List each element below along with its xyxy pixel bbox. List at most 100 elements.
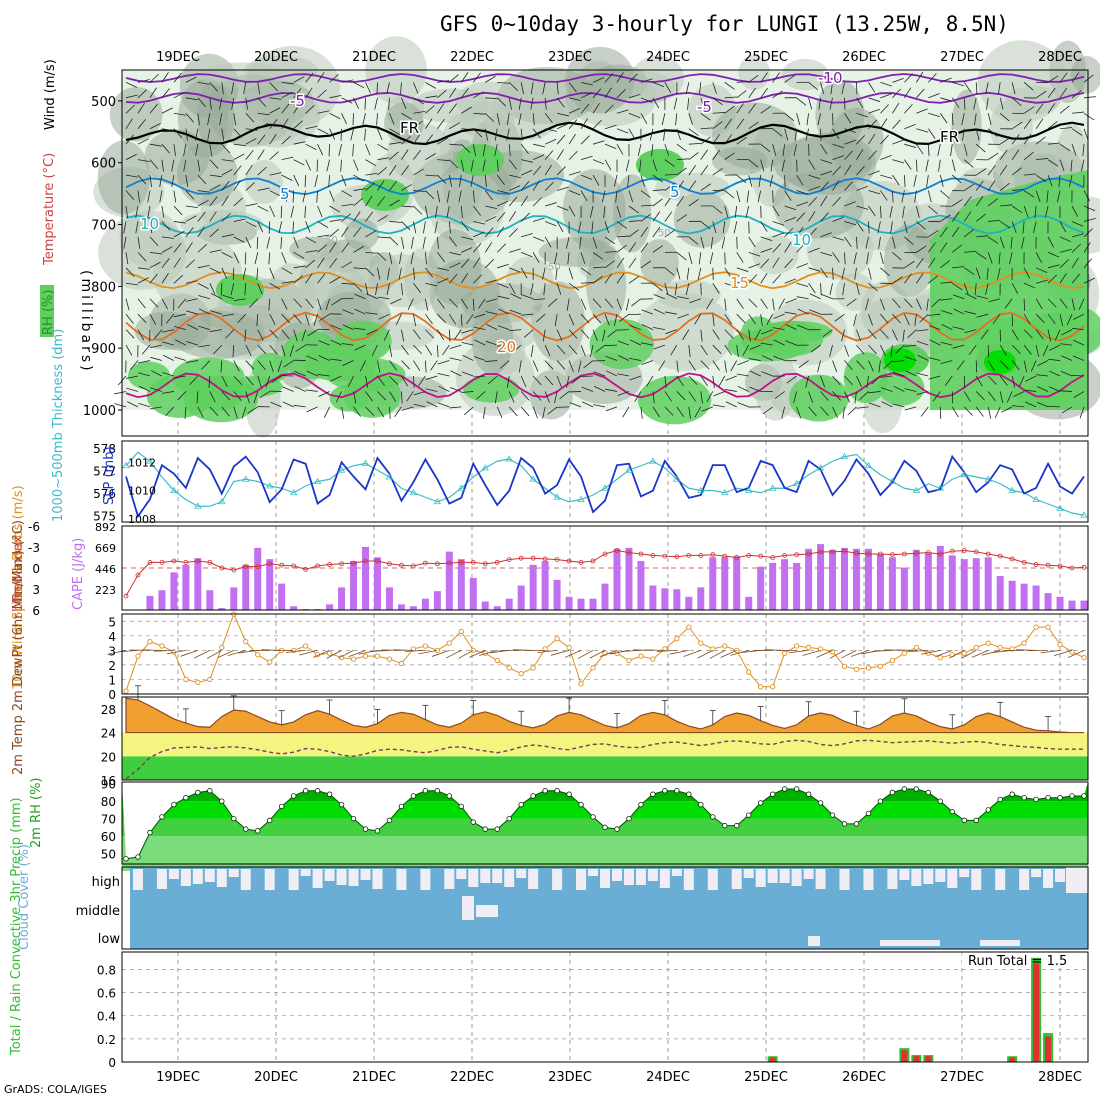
- wind-barb: [365, 251, 378, 254]
- lifted-index-line: [125, 549, 1085, 597]
- wind-barb: [221, 234, 234, 238]
- wind-speed-point: [123, 688, 129, 694]
- wind-barb: [329, 73, 339, 83]
- wind-barb-10m: [935, 649, 953, 658]
- wind-barb: [556, 344, 566, 355]
- wind-barb: [697, 267, 702, 280]
- wind-barb: [209, 406, 219, 416]
- wind-barb: [353, 391, 357, 404]
- wind-barb: [377, 196, 386, 207]
- precip-convective-bar: [1045, 1036, 1052, 1062]
- wind-barb: [592, 77, 605, 83]
- wind-barb: [760, 106, 771, 114]
- wind-speed-point: [758, 684, 764, 690]
- wind-speed-point: [650, 656, 656, 662]
- wind-barb: [532, 360, 539, 372]
- wind-barb: [975, 213, 986, 222]
- wind-barb: [137, 174, 147, 185]
- wind-barb: [347, 375, 354, 387]
- wind-barb: [149, 236, 159, 246]
- wind-barb: [987, 375, 997, 385]
- wind-barb: [842, 406, 845, 419]
- rh-point: [817, 800, 824, 806]
- wind-barb: [868, 221, 870, 234]
- wind-barb: [820, 251, 833, 257]
- rh-shading: [843, 352, 889, 404]
- precip-tick-label: 0.2: [97, 1033, 116, 1047]
- wind-barb: [820, 283, 822, 296]
- wind-barb: [394, 406, 402, 417]
- wind-barb: [568, 314, 575, 326]
- wind-barb: [329, 112, 341, 120]
- wind-barb: [1025, 401, 1037, 408]
- wind-barb: [985, 283, 989, 296]
- wind-barb: [892, 403, 905, 408]
- wind-barb: [1025, 375, 1037, 382]
- precip-convective-bar: [901, 1050, 908, 1062]
- cape-bar: [182, 564, 190, 610]
- cloud-high-bar: [959, 869, 970, 877]
- wind-barb: [189, 375, 199, 386]
- wind-barb-10m: [118, 649, 139, 653]
- wind-barb: [173, 375, 186, 379]
- thickness-point: [313, 477, 322, 484]
- wind-barb: [673, 97, 678, 110]
- precip-tick-label: 0.8: [97, 963, 116, 977]
- cloud-level-label: low: [98, 932, 121, 947]
- rh-point: [386, 817, 393, 824]
- wind-barb: [173, 221, 186, 224]
- wind-barb: [1036, 386, 1049, 392]
- wind-barb-10m: [227, 649, 246, 657]
- rh-shading: [97, 140, 150, 215]
- rh-point: [554, 788, 560, 794]
- wind-barb: [859, 391, 869, 400]
- wind-barb: [880, 118, 888, 129]
- wind-barb: [342, 360, 354, 366]
- cape-bar: [673, 589, 681, 610]
- wind-barb: [785, 324, 797, 330]
- wind-barb: [496, 226, 505, 238]
- wind-barb: [987, 113, 992, 126]
- wind-barb-10m: [313, 649, 330, 658]
- rh-shading: [636, 293, 734, 371]
- wind-barb: [579, 236, 582, 249]
- wind-barb: [965, 293, 977, 300]
- wind-barb: [401, 112, 412, 120]
- wind-barb: [916, 143, 924, 155]
- wind-barb: [856, 97, 864, 109]
- wind-barb: [197, 282, 209, 290]
- wind-barb: [510, 293, 522, 300]
- wind-barb: [1018, 375, 1025, 388]
- wind-barb: [651, 144, 654, 157]
- wind-barb-10m: [285, 649, 306, 653]
- wind-barb: [892, 298, 901, 309]
- wind-barb: [281, 281, 294, 284]
- wind-barb: [994, 406, 1001, 419]
- wind-barb: [871, 375, 881, 385]
- rh-point: [410, 793, 417, 799]
- wind-barb: [509, 185, 521, 191]
- wind-barb: [986, 267, 989, 280]
- wind-barb: [733, 221, 738, 234]
- slp-tick-label: 1012: [128, 456, 156, 469]
- wind-barb: [482, 159, 486, 172]
- wind-barb: [880, 313, 889, 324]
- wind-barb: [832, 128, 840, 140]
- wind-barb: [904, 314, 910, 326]
- wind-barb: [652, 245, 664, 253]
- wind-barb: [760, 342, 773, 346]
- wind-barb: [844, 164, 852, 176]
- wind-barb: [149, 73, 159, 83]
- wind-barb: [712, 167, 723, 176]
- wind-barb: [197, 264, 210, 269]
- lifted-index-point: [291, 563, 297, 569]
- wind-barb: [1036, 158, 1049, 161]
- wind-barb: [856, 406, 869, 409]
- wind-barb: [652, 159, 658, 172]
- wind-barb: [198, 325, 210, 331]
- wind-barb: [292, 221, 295, 234]
- wind-barb: [544, 344, 551, 357]
- wind-barb: [269, 97, 282, 100]
- cape-bar: [589, 598, 597, 610]
- wind-barb: [125, 205, 129, 218]
